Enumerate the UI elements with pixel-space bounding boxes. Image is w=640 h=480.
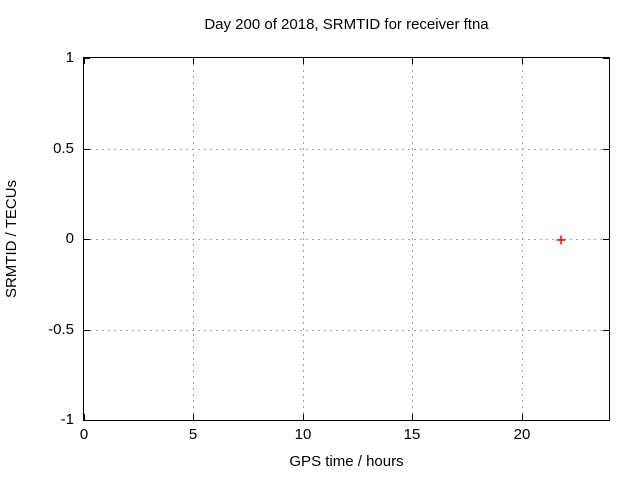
- tick-mark-bottom: [522, 414, 523, 420]
- x-tick-label: 15: [403, 426, 421, 443]
- x-tick-label: 5: [188, 426, 198, 443]
- tick-mark-bottom: [412, 414, 413, 420]
- x-tick-label: 20: [513, 426, 531, 443]
- y-tick-label: -0.5: [48, 321, 74, 338]
- tick-mark-right: [603, 58, 609, 59]
- tick-mark-bottom: [84, 414, 85, 420]
- x-tick-label: 0: [79, 426, 89, 443]
- tick-mark-left: [84, 420, 90, 421]
- tick-mark-top: [522, 58, 523, 64]
- tick-mark-top: [412, 58, 413, 64]
- tick-mark-left: [84, 149, 90, 150]
- gridline-horizontal: [84, 239, 609, 240]
- tick-mark-bottom: [303, 414, 304, 420]
- y-tick-label: 0: [65, 230, 74, 247]
- tick-mark-left: [84, 58, 90, 59]
- chart-title: Day 200 of 2018, SRMTID for receiver ftn…: [204, 16, 489, 33]
- tick-mark-right: [603, 239, 609, 240]
- tick-mark-top: [84, 58, 85, 64]
- x-axis-label: GPS time / hours: [289, 453, 404, 470]
- y-tick-label: 1: [65, 49, 74, 66]
- x-tick-label: 10: [294, 426, 312, 443]
- y-tick-label: -1: [60, 411, 74, 428]
- plot-area: 0 5 10 15 20 -1 -0.5 0 0.5 1: [48, 49, 610, 443]
- tick-mark-right: [603, 149, 609, 150]
- gridline-horizontal: [84, 330, 609, 331]
- tick-mark-top: [193, 58, 194, 64]
- y-tick-label: 0.5: [53, 140, 74, 157]
- tick-mark-bottom: [193, 414, 194, 420]
- tick-mark-top: [303, 58, 304, 64]
- tick-mark-left: [84, 330, 90, 331]
- gridline-horizontal: [84, 149, 609, 150]
- data-point-marker: [555, 233, 567, 251]
- tick-mark-right: [603, 420, 609, 421]
- tick-mark-left: [84, 239, 90, 240]
- tick-mark-right: [603, 330, 609, 331]
